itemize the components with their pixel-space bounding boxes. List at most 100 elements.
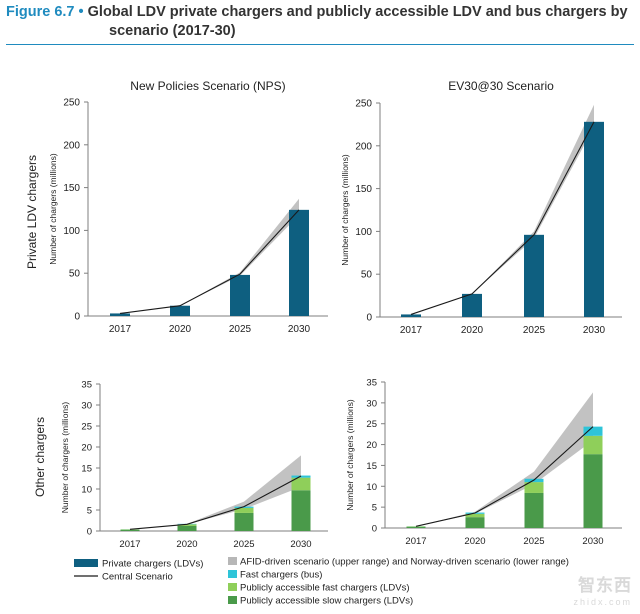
y-tick-label: 25 <box>81 422 92 433</box>
y-tick-label: 15 <box>366 461 377 472</box>
y-tick-label: 5 <box>372 503 377 514</box>
chart-panel-nps-private: New Policies Scenario (NPS) 0 50 100 150 200 2… <box>48 79 328 335</box>
watermark-text: 智东西 <box>578 576 632 595</box>
x-tick-label: 2020 <box>464 536 485 547</box>
legend: Private chargers (LDVs) Central Scenario A… <box>74 557 569 607</box>
y-tick-label: 35 <box>81 380 92 391</box>
y-tick-label: 10 <box>81 485 92 496</box>
x-tick-label: 2030 <box>290 539 311 550</box>
x-tick-label: 2030 <box>582 536 603 547</box>
range-band <box>120 198 299 314</box>
legend-swatch-fast_ldv <box>228 583 237 591</box>
legend-swatch-bus <box>228 570 237 578</box>
bar-bus-2030 <box>291 475 311 478</box>
bar-fast_ldv-2025 <box>234 507 254 513</box>
range-band <box>411 104 594 315</box>
legend-label-range: AFID-driven scenario (upper range) and N… <box>240 557 569 568</box>
y-tick-label: 100 <box>63 226 80 237</box>
bar-slow-2030 <box>291 490 311 531</box>
figure-header: Figure 6.7 • Global LDV private chargers… <box>6 3 634 41</box>
y-tick-label: 100 <box>355 227 372 238</box>
panel-title: New Policies Scenario (NPS) <box>130 79 285 93</box>
range-band <box>130 455 301 530</box>
figure-bullet: • <box>78 4 84 20</box>
central-scenario-line <box>119 209 300 314</box>
x-tick-label: 2025 <box>233 539 254 550</box>
bar-private-2030 <box>584 121 604 317</box>
central-scenario-line <box>415 426 594 527</box>
legend-label-line: Central Scenario <box>102 572 173 583</box>
bar-fast_ldv-2030 <box>291 477 311 491</box>
row-label-private: Private LDV chargers <box>25 155 39 269</box>
figure-number: Figure 6.7 <box>6 4 75 20</box>
bar-private-2020 <box>170 305 190 316</box>
bar-fast_ldv-2020 <box>177 524 197 526</box>
y-tick-label: 0 <box>366 313 372 324</box>
y-axis-label: Number of chargers (millions) <box>60 402 70 514</box>
y-tick-label: 250 <box>63 98 80 109</box>
y-tick-label: 5 <box>87 506 92 517</box>
legend-label-bus: Fast chargers (bus) <box>240 570 322 581</box>
x-tick-label: 2017 <box>109 324 132 335</box>
bar-fast_ldv-2030 <box>583 435 603 455</box>
y-tick-label: 200 <box>63 140 80 151</box>
y-tick-label: 0 <box>372 524 377 535</box>
bar-slow-2030 <box>583 454 603 528</box>
bar-private-2020 <box>462 293 482 317</box>
bar-slow-2020 <box>177 525 197 531</box>
y-tick-label: 25 <box>366 419 377 430</box>
watermark-subtext: zhidx.com <box>573 597 632 607</box>
y-tick-label: 200 <box>355 141 372 152</box>
y-tick-label: 20 <box>81 443 92 454</box>
y-tick-label: 10 <box>366 482 377 493</box>
bar-private-2025 <box>524 234 544 317</box>
bar-bus-2025 <box>234 506 254 508</box>
watermark-logo: 智东西 zhidx.com <box>573 576 632 610</box>
bar-private-2017 <box>110 313 130 316</box>
legend-swatch-private <box>74 559 98 567</box>
x-tick-label: 2020 <box>461 325 484 336</box>
header-divider <box>6 44 634 45</box>
bar-private-2017 <box>401 314 421 317</box>
y-tick-label: 50 <box>361 270 373 281</box>
y-tick-label: 30 <box>366 398 377 409</box>
bar-slow-2017 <box>406 526 426 528</box>
y-tick-label: 20 <box>366 440 377 451</box>
y-tick-label: 0 <box>87 527 92 538</box>
range-band <box>416 392 593 527</box>
y-tick-label: 0 <box>74 312 80 323</box>
x-tick-label: 2020 <box>176 539 197 550</box>
bar-fast_ldv-2020 <box>465 513 485 518</box>
x-tick-label: 2020 <box>169 324 192 335</box>
bar-private-2025 <box>230 274 250 316</box>
bar-private-2030 <box>289 209 309 316</box>
legend-label-private: Private chargers (LDVs) <box>102 559 203 570</box>
row-label-other: Other chargers <box>33 417 47 497</box>
figure-title-line1: Global LDV private chargers and publicly… <box>87 4 628 20</box>
chart-panel-ev30-private: EV30@30 Scenario 0 50 100 150 200 250 Number of… <box>340 79 622 336</box>
x-tick-label: 2030 <box>288 324 311 335</box>
y-tick-label: 35 <box>366 378 377 389</box>
x-tick-label: 2017 <box>119 539 140 550</box>
y-axis-label: Number of chargers (millions) <box>340 154 350 266</box>
y-tick-label: 150 <box>63 183 80 194</box>
legend-swatch-range <box>228 557 237 565</box>
central-scenario-line <box>410 121 595 315</box>
y-axis-label: Number of chargers (millions) <box>48 153 58 265</box>
y-tick-label: 150 <box>355 184 372 195</box>
legend-label-slow: Publicly accessible slow chargers (LDVs) <box>240 596 413 607</box>
bar-slow-2025 <box>524 492 544 528</box>
y-tick-label: 30 <box>81 401 92 412</box>
x-tick-label: 2017 <box>405 536 426 547</box>
x-tick-label: 2025 <box>523 536 544 547</box>
central-scenario-line <box>129 475 302 530</box>
y-axis-label: Number of chargers (millions) <box>345 399 355 511</box>
x-tick-label: 2030 <box>583 325 606 336</box>
legend-label-fast_ldv: Publicly accessible fast chargers (LDVs) <box>240 583 409 594</box>
bar-bus-2030 <box>583 426 603 436</box>
bar-slow-2025 <box>234 512 254 531</box>
legend-swatch-slow <box>228 596 237 604</box>
